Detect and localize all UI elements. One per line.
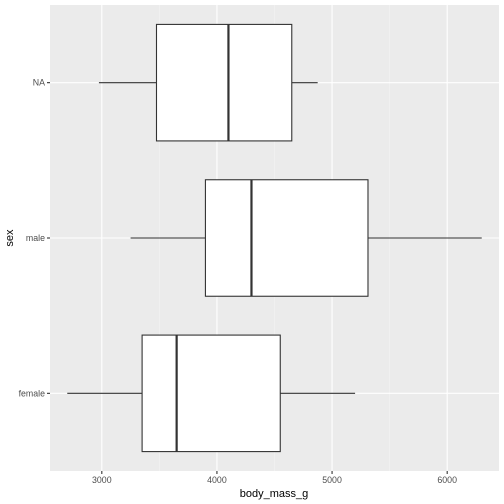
y-axis-title: sex bbox=[4, 229, 16, 247]
x-axis-title: body_mass_g bbox=[240, 488, 309, 500]
box-iqr bbox=[155, 23, 293, 142]
x-tick-label: 4000 bbox=[207, 475, 227, 485]
box-iqr bbox=[204, 179, 369, 297]
x-axis: 3000 4000 5000 6000 bbox=[92, 471, 457, 485]
x-tick-label: 5000 bbox=[322, 475, 342, 485]
box-female bbox=[67, 334, 356, 453]
box-NA bbox=[98, 23, 318, 142]
x-tick-label: 3000 bbox=[92, 475, 112, 485]
box-layer bbox=[67, 23, 482, 453]
y-tick-label: female bbox=[19, 388, 46, 398]
box-male bbox=[130, 179, 482, 297]
y-axis: female male NA bbox=[19, 78, 50, 398]
y-tick-label: male bbox=[26, 233, 45, 243]
x-tick-label: 6000 bbox=[437, 475, 457, 485]
box-iqr bbox=[141, 334, 281, 453]
y-tick-label: NA bbox=[33, 78, 45, 88]
